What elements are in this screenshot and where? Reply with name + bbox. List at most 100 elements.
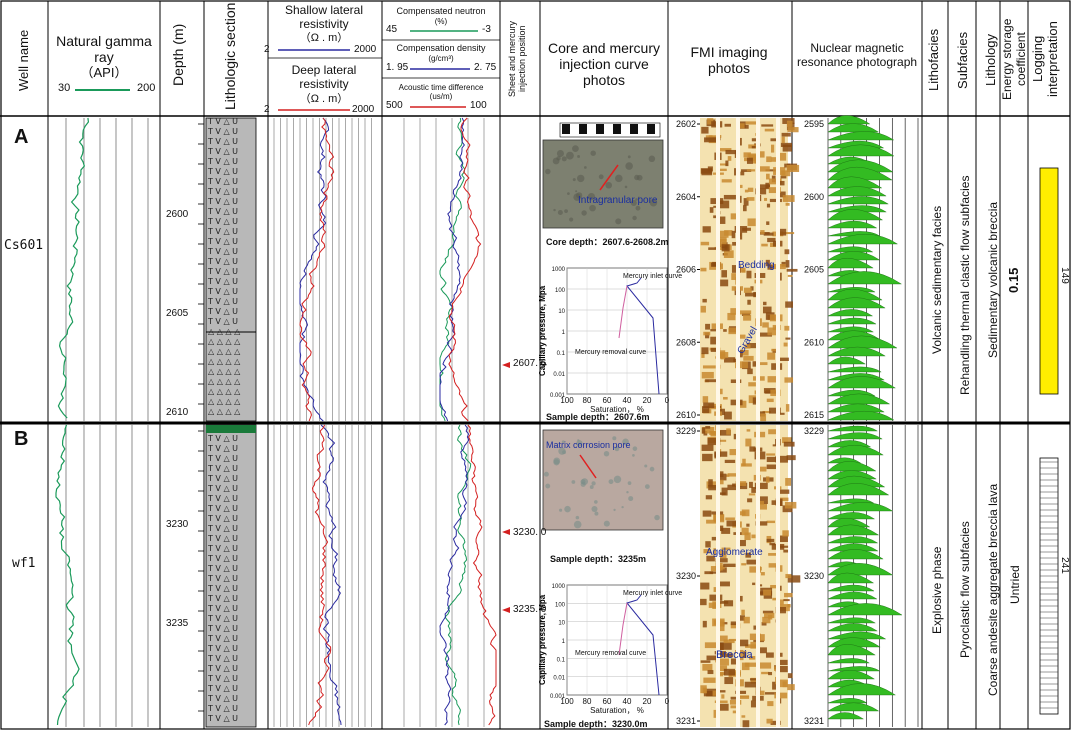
core-texture <box>621 505 624 509</box>
fmi-texture <box>784 249 790 255</box>
fmi-texture <box>717 237 727 242</box>
nmr-spectrum <box>827 309 874 317</box>
lithology-pattern: T V △ U <box>207 704 238 713</box>
nmr-spectrum <box>827 623 878 632</box>
nmr-spectrum <box>827 356 866 365</box>
nmr-spectrum <box>827 167 893 181</box>
fmi-texture <box>708 485 719 491</box>
header-lithofacies: Lithofacies <box>926 28 941 92</box>
fmi-texture <box>785 477 792 486</box>
nmr-depth-tick: 3231 <box>804 716 824 726</box>
fmi-texture <box>774 692 788 699</box>
cap-ylabel: Capillary pressure, Mpa <box>538 594 547 685</box>
fmi-texture <box>707 670 714 675</box>
fmi-texture <box>746 157 753 164</box>
fmi-texture <box>772 681 779 690</box>
fmi-texture <box>766 464 777 470</box>
nmr-spectrum <box>827 196 889 205</box>
cap-removal-label: Mercury removal curve <box>575 349 646 356</box>
fmi-texture <box>714 700 728 703</box>
nmr-depth-tick: 3229 <box>804 426 824 436</box>
fmi-texture <box>779 679 788 688</box>
lithology-pattern: T V △ U <box>207 474 238 483</box>
fmi-texture <box>719 163 728 166</box>
core-texture <box>564 209 568 214</box>
fmi-texture <box>741 609 745 616</box>
fmi-texture <box>751 138 758 142</box>
cap-xtick: 0 <box>665 697 670 706</box>
core-texture <box>644 464 648 468</box>
fmi-texture <box>705 495 713 500</box>
nmr-spectrum <box>827 246 874 253</box>
fmi-texture <box>700 267 707 272</box>
fmi-texture <box>740 171 745 176</box>
energy-a: 0.15 <box>1006 267 1021 293</box>
fmi-pad-gap <box>756 118 760 421</box>
fmi-texture <box>739 595 743 602</box>
logging-a: 149 <box>1058 267 1070 284</box>
deep-min: 2 <box>264 104 270 115</box>
fmi-depth-tick: 2604 <box>676 192 696 202</box>
fmi-texture <box>730 213 739 220</box>
lithology-pattern: T V △ U <box>207 117 238 126</box>
fmi-pad-gap <box>776 118 780 421</box>
core-texture <box>575 190 578 193</box>
fmi-texture <box>783 549 789 553</box>
fmi-texture <box>700 305 706 313</box>
cap-ytick: 1 <box>562 330 566 336</box>
nmr-spectrum <box>827 376 896 389</box>
cap-xtick: 0 <box>665 396 670 405</box>
fmi-texture <box>735 481 747 486</box>
lithology-pattern: T V △ U <box>207 187 238 196</box>
core-texture <box>649 466 655 472</box>
cap-removal-curve <box>618 285 628 339</box>
core-texture <box>630 199 637 206</box>
nmr-spectrum <box>827 176 883 189</box>
lithology-pattern: T V △ U <box>207 654 238 663</box>
fmi-texture <box>783 599 790 602</box>
fmi-texture <box>704 642 718 649</box>
fmi-texture <box>776 228 787 236</box>
lithology-pattern: T V △ U <box>207 484 238 493</box>
fmi-texture <box>755 690 765 696</box>
fmi-texture <box>701 126 709 134</box>
core-texture <box>556 156 561 161</box>
cap-ytick: 0.1 <box>557 351 566 357</box>
fmi-texture <box>764 128 775 132</box>
header-gamma-unit: （API） <box>80 65 128 80</box>
fmi-texture <box>732 241 737 246</box>
cap-xtick: 100 <box>560 396 574 405</box>
lithology-pattern: T V △ U <box>207 257 238 266</box>
core-texture <box>615 174 623 183</box>
fmi-texture <box>766 398 774 403</box>
core-texture <box>575 515 580 520</box>
panel-letter-b: B <box>14 428 29 450</box>
core-texture <box>644 484 650 489</box>
fmi-texture <box>770 144 775 153</box>
sample-depth-a: Sample depth：2607.6m <box>546 412 650 422</box>
lithology-pattern: T V △ U <box>207 544 238 553</box>
fmi-texture <box>724 459 736 464</box>
core-texture <box>545 168 551 175</box>
fmi-texture <box>785 202 790 206</box>
logging-bar-a <box>1039 167 1059 395</box>
fmi-texture <box>786 455 796 461</box>
fmi-texture <box>766 453 776 456</box>
nmr-spectrum <box>827 186 887 197</box>
fmi-texture <box>741 509 750 517</box>
fmi-texture <box>785 301 793 308</box>
fmi-texture <box>709 207 714 213</box>
nmr-spectrum <box>827 366 882 373</box>
fmi-texture <box>782 437 792 444</box>
core-texture <box>622 438 629 446</box>
fmi-texture <box>767 327 779 336</box>
resistivity-curve <box>299 117 335 422</box>
sheet-marker-b0: 3230. 0 <box>513 527 547 538</box>
fmi-texture <box>735 690 747 694</box>
core-texture <box>576 440 583 447</box>
fmi-pad-gap <box>736 118 740 421</box>
lithology-pattern: T V △ U <box>207 247 238 256</box>
fmi-texture <box>746 169 756 172</box>
fmi-texture <box>779 545 789 548</box>
fmi-texture <box>702 663 713 671</box>
